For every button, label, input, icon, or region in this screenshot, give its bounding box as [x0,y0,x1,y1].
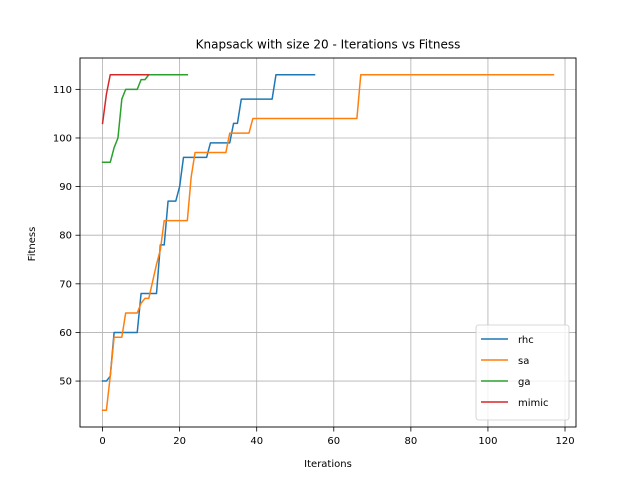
x-tick-label: 120 [555,436,574,447]
legend-label-mimic: mimic [518,398,549,409]
y-tick-label: 100 [53,133,72,144]
series-line-ga [101,74,189,164]
x-tick-label: 100 [478,436,497,447]
chart-title: Knapsack with size 20 - Iterations vs Fi… [196,38,461,52]
y-tick-label: 80 [59,231,72,242]
legend-label-rhc: rhc [518,335,534,346]
y-tick-label: 60 [59,328,72,339]
series-line-rhc [101,74,316,382]
series-line-sa [101,74,555,411]
grid-lines [80,58,576,427]
series-lines [101,74,555,411]
x-tick-label: 40 [250,436,263,447]
y-tick-label: 110 [53,85,72,96]
axis-ticks: 0 20 40 60 80 100 120 50 60 70 80 90 100 110 [53,85,575,447]
legend-label-ga: ga [518,377,530,388]
legend-box [475,324,570,421]
x-tick-label: 20 [173,436,186,447]
x-tick-label: 80 [404,436,417,447]
x-tick-label: 60 [327,436,340,447]
legend-label-sa: sa [518,356,529,367]
x-tick-label: 0 [99,436,105,447]
series-line-mimic [101,74,150,125]
y-axis-label: Fitness [27,227,38,262]
legend: rhc sa ga mimic [475,324,570,421]
y-tick-label: 90 [59,182,72,193]
axes-frame [79,57,577,428]
y-tick-label: 70 [59,279,72,290]
y-tick-label: 50 [59,377,72,388]
x-axis-label: Iterations [304,459,352,470]
